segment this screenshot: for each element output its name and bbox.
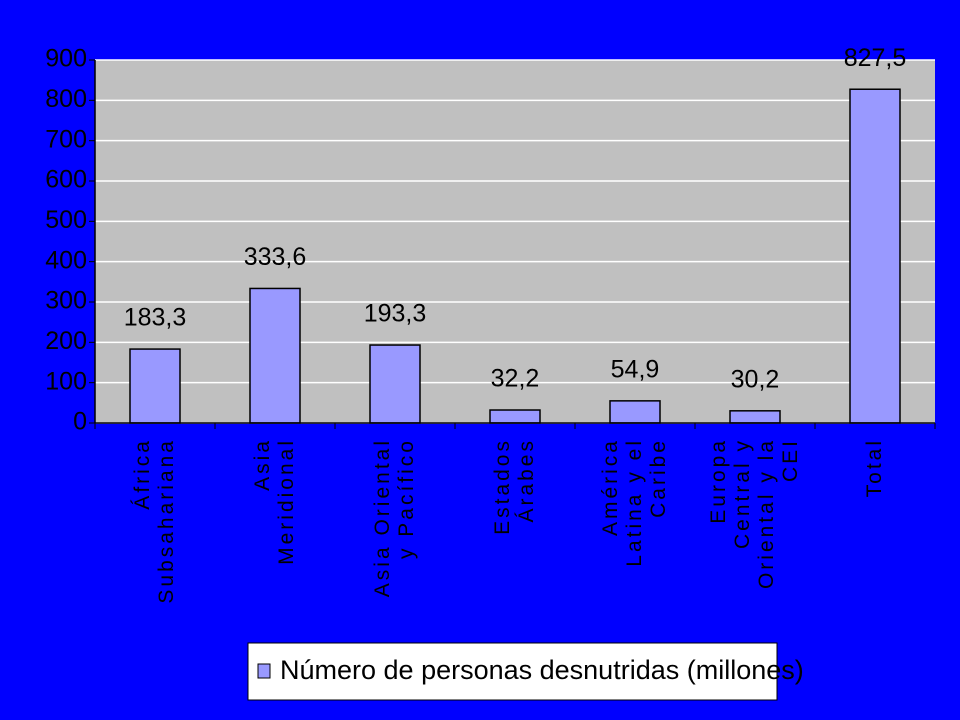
- bar: [609, 400, 661, 424]
- y-tick-label: 900: [45, 45, 87, 73]
- x-tick-label-line: Asia: [251, 438, 274, 491]
- x-tick-label: ÁfricaSubsahariana: [131, 438, 178, 604]
- legend-label: Número de personas desnutridas (millones…: [280, 655, 804, 685]
- y-tick-label: 800: [45, 85, 87, 113]
- x-tick-label: EstadosÁrabes: [491, 438, 538, 535]
- x-tick-label-line: América: [599, 438, 622, 536]
- data-label: 32,2: [491, 365, 540, 393]
- x-tick-label-line: Estados: [491, 438, 514, 535]
- legend-swatch: [257, 663, 271, 679]
- y-tick-label: 0: [73, 408, 87, 436]
- data-label: 193,3: [364, 300, 427, 328]
- bar: [729, 410, 781, 424]
- data-label: 183,3: [124, 304, 187, 332]
- x-tick-label-line: Central y: [731, 438, 754, 549]
- x-tick-label: Asia Orientaly Pacífico: [371, 438, 418, 597]
- y-tick-label: 400: [45, 246, 87, 274]
- x-tick-label: AsiaMeridional: [251, 438, 298, 565]
- x-tick-label: Total: [863, 438, 886, 497]
- grid: [89, 59, 936, 429]
- x-tick-label-line: Oriental y la: [755, 438, 778, 589]
- x-tick-label-line: Europa: [707, 438, 730, 524]
- y-tick-label: 100: [45, 367, 87, 395]
- x-tick-label-line: Total: [863, 438, 886, 497]
- x-tick-label-line: Árabes: [515, 438, 538, 523]
- plot-area: [95, 60, 935, 423]
- bar: [129, 348, 181, 424]
- x-tick-label-line: Caribe: [647, 438, 670, 518]
- bar: [249, 287, 301, 424]
- data-label: 333,6: [244, 243, 307, 271]
- legend: [247, 642, 778, 701]
- y-tick-label: 500: [45, 206, 87, 234]
- y-tick-label: 600: [45, 166, 87, 194]
- x-tick-label-line: CEI: [779, 438, 802, 482]
- y-tick-label: 700: [45, 125, 87, 153]
- x-tick-label-line: Subsahariana: [155, 438, 178, 604]
- x-tick-label-line: Latina y el: [623, 438, 646, 567]
- x-tick-label-line: África: [131, 438, 154, 510]
- data-label: 30,2: [731, 365, 780, 393]
- x-tick-label-line: Meridional: [275, 438, 298, 565]
- data-label: 827,5: [844, 44, 907, 72]
- x-tick-label: AméricaLatina y elCaribe: [599, 438, 670, 567]
- y-tick-label: 200: [45, 327, 87, 355]
- x-tick-label-line: Asia Oriental: [371, 438, 394, 597]
- data-label: 54,9: [611, 355, 660, 383]
- y-tick-label: 300: [45, 287, 87, 315]
- x-tick-label-line: y Pacífico: [395, 438, 418, 559]
- x-tick-label: EuropaCentral yOriental y laCEI: [707, 438, 802, 589]
- bar: [369, 344, 421, 424]
- bar: [849, 88, 901, 424]
- bar: [489, 409, 541, 424]
